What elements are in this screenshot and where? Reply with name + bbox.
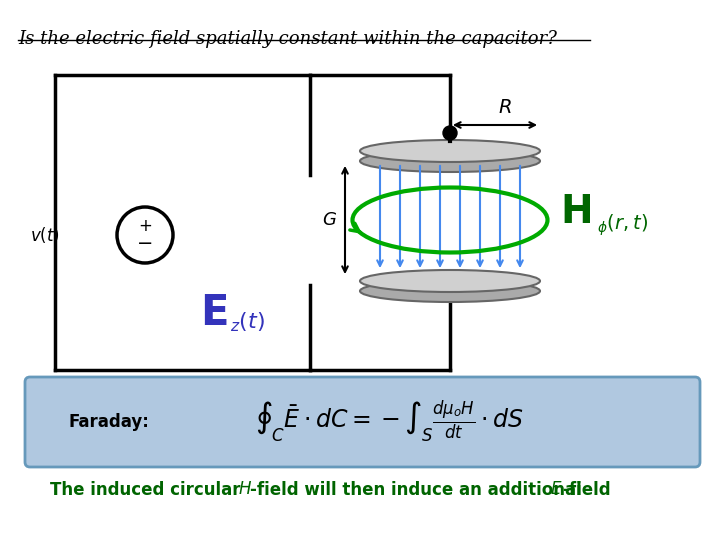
Text: $\mathbf{H}$: $\mathbf{H}$ [560, 193, 591, 231]
Ellipse shape [360, 270, 540, 292]
Text: The induced circular: The induced circular [50, 481, 246, 499]
Text: -field: -field [562, 481, 611, 499]
Ellipse shape [360, 280, 540, 302]
Text: $\mathbf{E}$: $\mathbf{E}$ [200, 292, 228, 334]
Text: Is the electric field spatially constant within the capacitor?: Is the electric field spatially constant… [18, 30, 557, 48]
Text: $_{\phi}(r,t)$: $_{\phi}(r,t)$ [597, 212, 648, 238]
Text: $G$: $G$ [322, 211, 337, 229]
Text: +: + [138, 217, 152, 235]
Ellipse shape [360, 140, 540, 162]
Text: $E$: $E$ [550, 482, 562, 498]
Text: $R$: $R$ [498, 99, 512, 117]
Circle shape [117, 207, 173, 263]
Ellipse shape [360, 150, 540, 172]
Text: $_{z}(t)$: $_{z}(t)$ [230, 310, 265, 334]
Text: $v(t)$: $v(t)$ [30, 225, 60, 245]
Text: $\oint_{C} \bar{E} \cdot dC = -\int_{S} \frac{d\mu_o H}{dt} \cdot dS$: $\oint_{C} \bar{E} \cdot dC = -\int_{S} … [256, 399, 524, 445]
Text: −: − [137, 234, 153, 253]
FancyBboxPatch shape [25, 377, 700, 467]
Text: $H$: $H$ [238, 482, 252, 498]
Text: -field will then induce an additional: -field will then induce an additional [250, 481, 588, 499]
Text: Faraday:: Faraday: [68, 413, 149, 431]
Circle shape [443, 126, 457, 140]
